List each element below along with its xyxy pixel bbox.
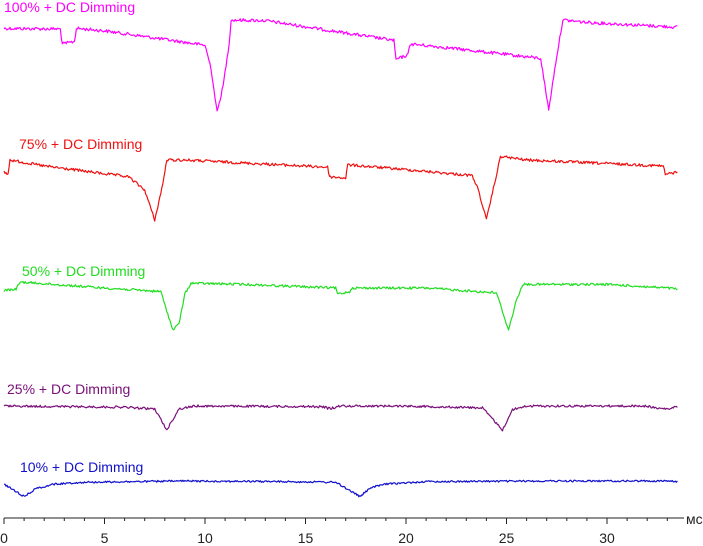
series-1: 100% + DC Dimming [3, 0, 678, 112]
series-5: 10% + DC Dimming [4, 459, 678, 498]
x-tick-label: 10 [197, 530, 213, 546]
series-line-4 [3, 404, 678, 432]
x-tick-label: 5 [101, 530, 109, 546]
x-tick-label: 15 [298, 530, 314, 546]
series-line-3 [3, 280, 678, 331]
series-line-1 [3, 18, 678, 112]
series-label-4: 25% + DC Dimming [7, 381, 130, 397]
series-line-5 [4, 479, 678, 498]
x-axis-unit-label: мс [686, 511, 703, 527]
x-axis-ticks: 0 5 10 15 20 25 30 [0, 518, 668, 546]
x-tick-label: 25 [499, 530, 515, 546]
x-axis: 0 5 10 15 20 25 30 мс [0, 511, 703, 546]
series-label-1: 100% + DC Dimming [4, 0, 135, 15]
x-tick-label: 0 [0, 530, 8, 546]
x-tick-label: 20 [398, 530, 414, 546]
series-layer: 100% + DC Dimming 75% + DC Dimming 50% + D… [3, 0, 678, 498]
series-2: 75% + DC Dimming [3, 136, 678, 222]
series-label-3: 50% + DC Dimming [22, 263, 145, 279]
series-label-5: 10% + DC Dimming [20, 459, 143, 475]
series-4: 25% + DC Dimming [3, 381, 678, 432]
series-3: 50% + DC Dimming [3, 263, 678, 331]
series-label-2: 75% + DC Dimming [19, 136, 142, 152]
series-line-2 [3, 155, 678, 222]
x-tick-label: 30 [599, 530, 615, 546]
